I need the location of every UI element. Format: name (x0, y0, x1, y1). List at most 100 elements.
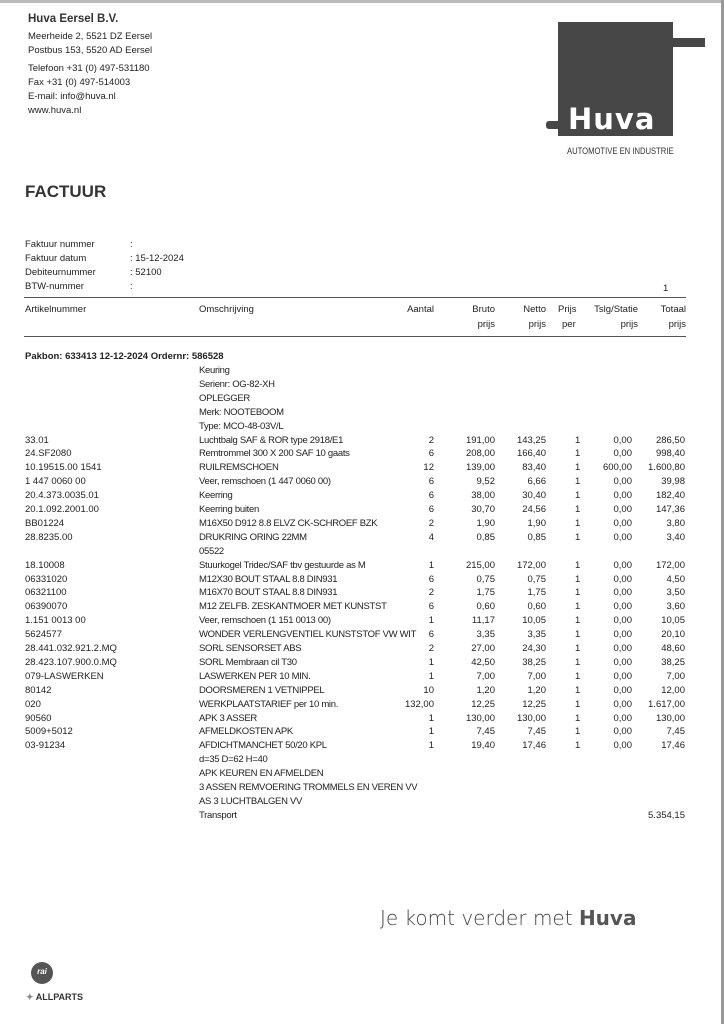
info-label: Debiteurnummer (25, 267, 96, 278)
cell-qty: 1 (428, 726, 434, 738)
cell-tslg: 0,00 (613, 740, 633, 752)
col-artikelnummer: Artikelnummer (25, 304, 87, 315)
cell-per: 1 (575, 573, 581, 585)
cell-qty: 6 (428, 629, 434, 641)
cell-art: BB01224 (25, 517, 65, 529)
cell-desc: Stuurkogel Tridec/SAF tbv gestuurde as M (199, 559, 366, 571)
col-bruto-2: prijs (477, 319, 495, 330)
cell-qty: 2 (428, 517, 434, 529)
cell-tslg: 0,00 (613, 601, 633, 613)
cell-desc: Keerring (199, 490, 233, 502)
cell-netto: 0,75 (527, 573, 547, 585)
col-tslg-2: prijs (620, 319, 638, 330)
cell-desc: Merk: NOOTEBOOM (199, 406, 284, 418)
cell-qty: 12 (423, 462, 434, 474)
cell-qty: 1 (428, 656, 434, 668)
cell-per: 1 (575, 726, 581, 738)
cell-bruto: 7,00 (476, 670, 496, 682)
cell-desc: Transport (199, 809, 237, 821)
cell-art: 90560 (25, 712, 52, 724)
scan-edge-right (721, 0, 724, 1024)
cell-tslg: 0,00 (613, 448, 633, 460)
cell-desc: WERKPLAATSTARIEF per 10 min. (199, 698, 339, 710)
cell-netto: 6,66 (527, 476, 547, 488)
cell-tslg: 0,00 (613, 615, 633, 627)
cell-tslg: 0,00 (613, 643, 633, 654)
cell-per: 1 (575, 615, 581, 627)
cell-tslg: 0,00 (613, 587, 633, 599)
scan-edge-top (0, 0, 724, 3)
cell-per: 1 (575, 476, 581, 488)
cell-totaal: 286,50 (655, 434, 685, 446)
cell-desc: M16X70 BOUT STAAL 8.8 DIN931 (199, 587, 338, 599)
cell-qty: 6 (428, 601, 434, 613)
company-email: E-mail: info@huva.nl (28, 91, 116, 102)
cell-netto: 12,25 (522, 698, 546, 710)
cell-desc: 3 ASSEN REMVOERING TROMMELS EN VEREN VV (199, 782, 418, 793)
cell-desc: Keuring (199, 365, 230, 376)
cell-desc: WONDER VERLENGVENTIEL KUNSTSTOF VW WIT (199, 629, 417, 641)
cell-desc: M12X30 BOUT STAAL 8.8 DIN931 (199, 573, 338, 585)
cell-bruto: 9,52 (476, 476, 496, 488)
col-totaal-2: prijs (668, 319, 686, 330)
cell-qty: 1 (428, 740, 434, 752)
company-website: www.huva.nl (28, 105, 82, 116)
cell-per: 1 (575, 698, 581, 710)
cell-desc: SORL SENSORSET ABS (199, 643, 302, 654)
col-totaal: Totaal (660, 304, 686, 315)
cell-totaal: 172,00 (655, 559, 685, 571)
cell-tslg: 0,00 (613, 434, 633, 446)
cell-qty: 1 (428, 712, 434, 724)
cell-tslg: 0,00 (613, 656, 633, 668)
cell-totaal: 147,36 (655, 504, 685, 515)
cell-qty: 6 (428, 490, 434, 502)
cell-totaal: 182,40 (655, 490, 685, 502)
cell-qty: 10 (423, 684, 434, 696)
cell-art: 24.SF2080 (25, 448, 72, 460)
cell-art: 079-LASWERKEN (25, 670, 104, 682)
cell-per: 1 (575, 601, 581, 613)
cell-bruto: 12,25 (471, 698, 495, 710)
cell-per: 1 (575, 740, 581, 752)
info-label: Faktuur datum (25, 253, 87, 264)
cell-art: 5624577 (25, 629, 62, 641)
cell-netto: 30,40 (522, 490, 546, 502)
cell-totaal: 3,80 (666, 517, 686, 529)
cell-bruto: 19,40 (471, 740, 495, 752)
cell-qty: 6 (428, 504, 434, 515)
cell-qty: 6 (428, 448, 434, 460)
cell-bruto: 11,17 (471, 615, 495, 627)
cell-bruto: 3,35 (476, 629, 496, 641)
cell-per: 1 (575, 517, 581, 529)
cell-totaal: 1.617,00 (648, 698, 685, 710)
cell-per: 1 (575, 434, 581, 446)
cell-art: 28.423.107.900.0.MQ (25, 656, 117, 668)
cell-netto: 1,75 (527, 587, 547, 599)
cell-desc: Luchtbalg SAF & ROR type 2918/E1 (199, 434, 344, 446)
info-label: BTW-nummer (25, 281, 84, 292)
cell-desc: LASWERKEN PER 10 MIN. (199, 670, 311, 682)
cell-totaal: 5.354,15 (648, 809, 685, 821)
cell-netto: 24,56 (522, 504, 546, 515)
cell-netto: 3,35 (527, 629, 547, 641)
allparts-logo: ✦ ALLPARTS (26, 992, 84, 1002)
cell-netto: 143,25 (516, 434, 546, 446)
cell-art: 10.19515.00 1541 (25, 462, 102, 474)
cell-totaal: 10,05 (661, 615, 685, 627)
cell-qty: 1 (428, 670, 434, 682)
cell-per: 1 (575, 531, 581, 543)
rai-logo: rai (31, 962, 53, 984)
cell-totaal: 20,10 (661, 629, 685, 641)
footer-slogan: Je komt verder met Huva (380, 906, 636, 930)
cell-totaal: 17,46 (661, 740, 685, 752)
cell-desc: AS 3 LUCHTBALGEN VV (199, 795, 303, 807)
cell-qty: 132,00 (404, 698, 434, 710)
cell-tslg: 0,00 (613, 517, 633, 529)
cell-per: 1 (575, 504, 581, 515)
cell-netto: 10,05 (522, 615, 546, 627)
cell-desc: DRUKRING ORING 22MM (199, 531, 307, 543)
slogan-brand: Huva (578, 906, 637, 930)
cell-desc: Veer, remschoen (1 151 0013 00) (199, 615, 331, 627)
cell-qty: 1 (428, 615, 434, 627)
company-name: Huva Eersel B.V. (28, 13, 119, 25)
